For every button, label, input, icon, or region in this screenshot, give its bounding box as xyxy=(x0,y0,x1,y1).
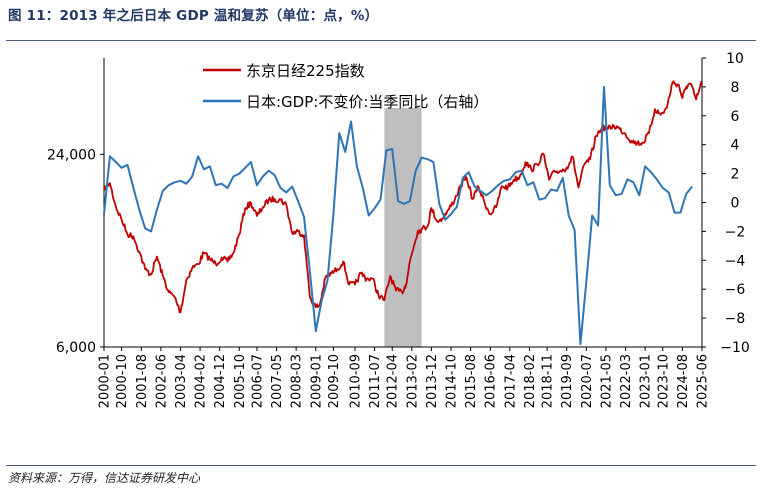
x-tick-label: 2001-08 xyxy=(135,354,150,408)
left-axis-ticks: 24,000 6,000 xyxy=(47,147,104,356)
x-tick-label: 2025-06 xyxy=(696,354,711,408)
x-tick-label: 2013-02 xyxy=(405,354,420,408)
right-tick-label: −10 xyxy=(720,340,750,356)
right-axis-ticks: 10 8 6 4 2 0 −2 −4 −6 −8 −10 xyxy=(702,51,750,356)
x-tick-label: 2004-02 xyxy=(194,354,209,408)
left-tick-label: 6,000 xyxy=(56,340,96,356)
x-tick-label: 2014-10 xyxy=(445,354,460,408)
x-tick-label: 2009-01 xyxy=(309,354,324,408)
right-tick-label: 6 xyxy=(731,109,740,125)
right-tick-label: 8 xyxy=(731,80,740,96)
right-tick-label: 10 xyxy=(726,51,744,67)
series-line-nikkei xyxy=(103,80,703,314)
right-tick-label: −2 xyxy=(725,224,746,240)
x-tick-label: 2004-12 xyxy=(213,354,228,408)
x-tick-label: 2012-04 xyxy=(386,354,401,408)
source-note: 资料来源：万得，信达证券研发中心 xyxy=(8,471,201,485)
legend-label-gdp: 日本:GDP:不变价:当季同比（右轴） xyxy=(246,93,488,111)
x-tick-label: 2020-07 xyxy=(580,354,595,408)
x-tick-label: 2007-05 xyxy=(270,354,285,408)
x-tick-label: 2015-08 xyxy=(464,354,479,408)
x-tick-label: 2023-10 xyxy=(656,354,671,408)
right-tick-label: 2 xyxy=(731,167,740,183)
shaded-region-layer xyxy=(384,108,422,347)
right-tick-label: −4 xyxy=(725,253,746,269)
series-line-gdp xyxy=(103,85,693,346)
x-tick-label: 2013-12 xyxy=(425,354,440,408)
legend-label-nikkei: 东京日经225指数 xyxy=(246,62,365,80)
x-tick-label: 2018-02 xyxy=(523,354,538,408)
x-tick-label: 2006-07 xyxy=(250,354,265,408)
x-tick-label: 2009-10 xyxy=(327,354,342,408)
x-tick-label: 2024-08 xyxy=(676,354,691,408)
right-tick-label: −8 xyxy=(725,311,746,327)
x-tick-label: 2021-05 xyxy=(599,354,614,408)
left-tick-label: 24,000 xyxy=(47,147,96,163)
x-tick-label: 2019-09 xyxy=(560,354,575,408)
page-title: 图 11：2013 年之后日本 GDP 温和复苏（单位：点，%） xyxy=(8,8,379,24)
x-tick-label: 2018-11 xyxy=(541,354,556,408)
x-tick-label: 2022-03 xyxy=(619,354,634,408)
x-axis-ticks: 2000-01 2000-10 2001-08 2002-06 2003-04 2004-… xyxy=(98,347,711,408)
x-tick-label: 2011-07 xyxy=(368,354,383,408)
x-tick-label: 2000-01 xyxy=(98,354,113,408)
right-tick-label: 0 xyxy=(731,196,740,212)
shaded-period xyxy=(384,108,422,347)
x-tick-label: 2008-03 xyxy=(290,354,305,408)
x-tick-label: 2023-01 xyxy=(639,354,654,408)
series-layer xyxy=(103,80,703,346)
title-divider xyxy=(6,40,756,41)
x-tick-label: 2005-10 xyxy=(233,354,248,408)
right-tick-label: 4 xyxy=(731,138,740,154)
x-tick-label: 2002-06 xyxy=(154,354,169,408)
x-tick-label: 2010-09 xyxy=(348,354,363,408)
right-tick-label: −6 xyxy=(725,282,746,298)
x-tick-label: 2000-10 xyxy=(115,354,130,408)
x-tick-label: 2016-06 xyxy=(484,354,499,408)
legend: 东京日经225指数 日本:GDP:不变价:当季同比（右轴） xyxy=(203,62,488,111)
x-tick-label: 2017-04 xyxy=(503,354,518,408)
footer-divider xyxy=(6,465,756,466)
x-tick-label: 2003-04 xyxy=(174,354,189,408)
